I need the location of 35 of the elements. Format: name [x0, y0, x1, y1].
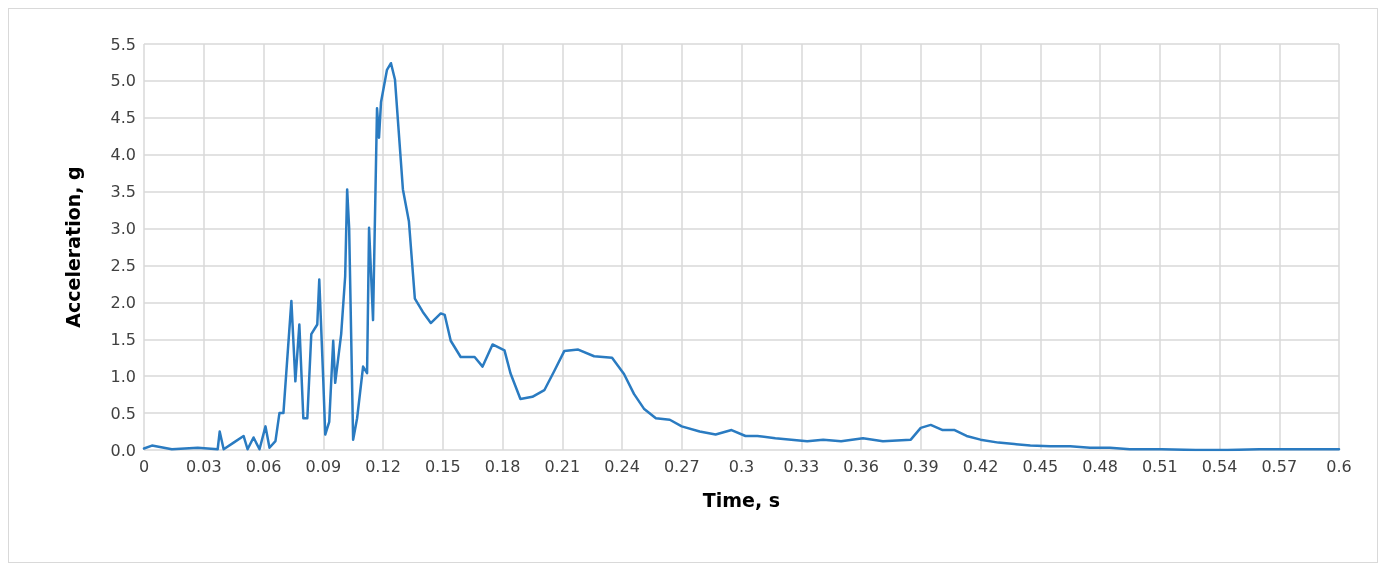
- x-tick-label: 0.06: [245, 456, 282, 476]
- x-tick-label: 0.21: [544, 456, 581, 476]
- x-tick-label: 0.54: [1201, 456, 1238, 476]
- y-tick-label: 5.0: [110, 71, 136, 91]
- x-tick-label: 0.03: [185, 456, 222, 476]
- x-axis-title: Time, s: [702, 488, 781, 511]
- y-tick-label: 4.0: [110, 145, 136, 165]
- x-tick-label: 0: [138, 456, 150, 476]
- y-tick-label: 2.0: [110, 292, 136, 312]
- x-tick-label: 0.18: [484, 456, 521, 476]
- x-tick-label: 0.15: [424, 456, 461, 476]
- x-tick-label: 0.24: [604, 456, 640, 476]
- x-tick-label: 0.42: [962, 456, 999, 476]
- y-tick-label: 1.5: [110, 329, 136, 349]
- y-tick-label: 2.5: [110, 255, 136, 275]
- x-tick-label: 0.27: [663, 456, 700, 476]
- y-tick-label: 0.0: [110, 440, 136, 460]
- x-tick-label: 0.36: [843, 456, 879, 476]
- y-tick-label: 3.5: [110, 182, 136, 202]
- x-tick-label: 0.45: [1022, 456, 1059, 476]
- x-tick-label: 0.09: [305, 456, 342, 476]
- y-tick-label: 1.0: [110, 366, 136, 386]
- x-tick-label: 0.51: [1141, 456, 1178, 476]
- x-tick-label: 0.6: [1326, 456, 1352, 476]
- x-tick-label: 0.12: [365, 456, 401, 476]
- x-tick-label: 0.39: [902, 456, 939, 476]
- x-tick-label: 0.33: [783, 456, 820, 476]
- x-tick-label: 0.57: [1261, 456, 1298, 476]
- y-tick-label: 0.5: [110, 403, 136, 423]
- y-axis-title: Acceleration, g: [61, 166, 84, 328]
- y-tick-label: 3.0: [110, 219, 136, 239]
- x-tick-label: 0.48: [1082, 456, 1118, 476]
- x-tick-label: 0.3: [728, 456, 755, 476]
- y-tick-label: 4.5: [110, 108, 136, 128]
- y-tick-label: 5.5: [110, 34, 136, 54]
